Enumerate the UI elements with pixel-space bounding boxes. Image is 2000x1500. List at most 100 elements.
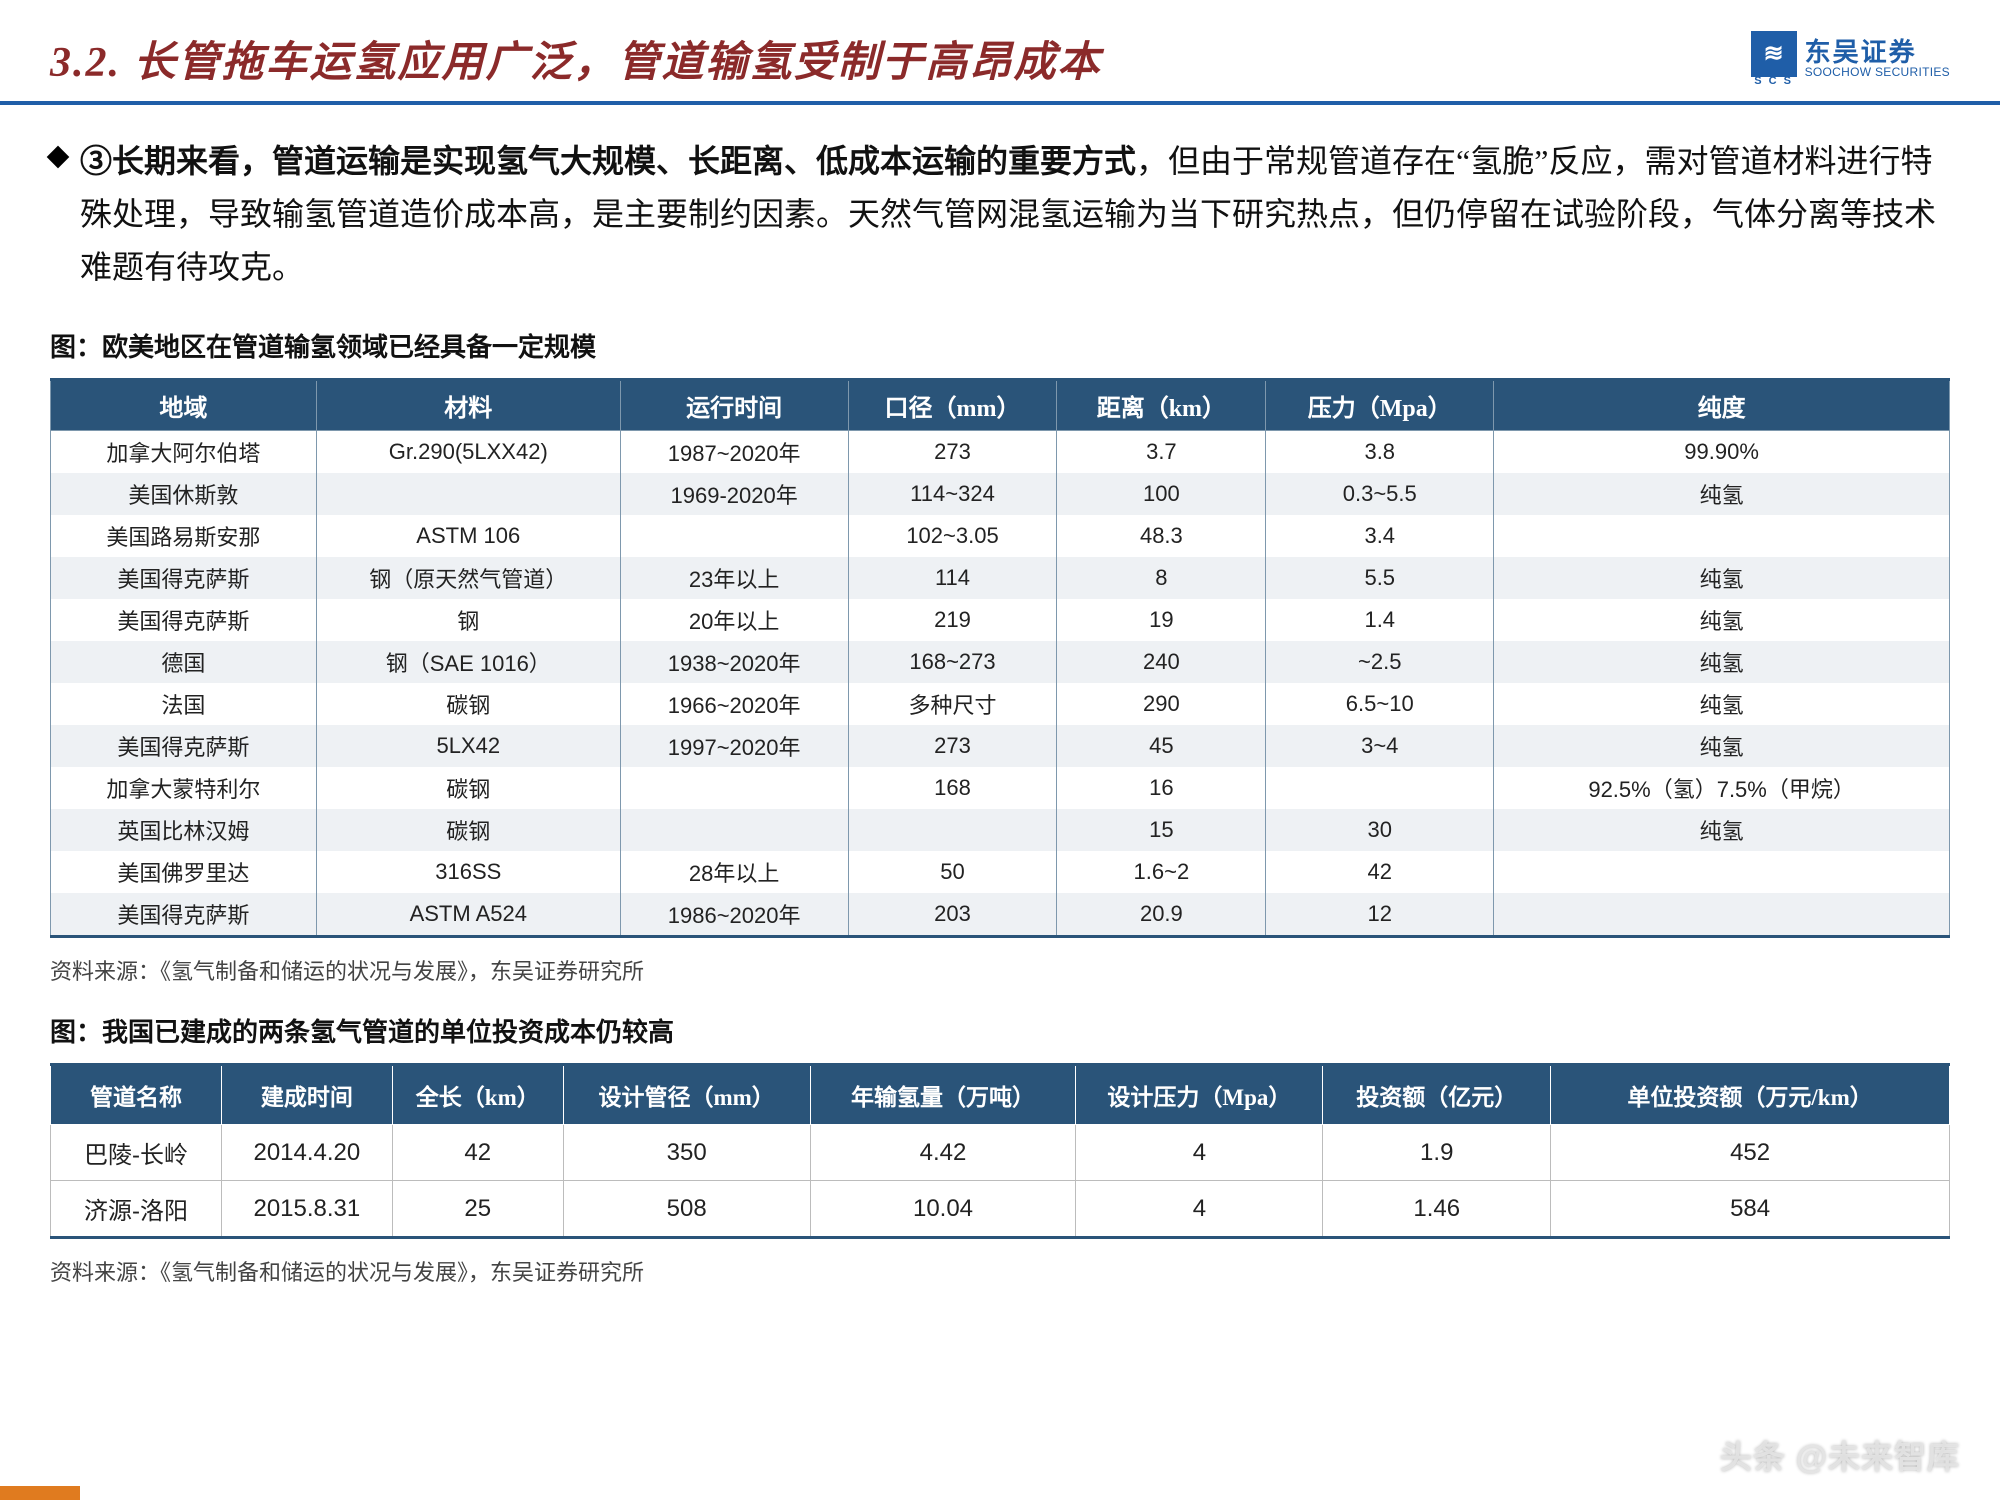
table-row: 巴陵-长岭2014.4.20423504.4241.9452 [51,1125,1950,1181]
table-cell: 452 [1551,1125,1950,1181]
table-cell [1494,851,1950,893]
company-logo: ≋ S C S 东吴证券 SOOCHOW SECURITIES [1751,31,1950,87]
table-row: 美国得克萨斯5LX421997~2020年273453~4纯氢 [51,725,1950,767]
table-cell: ASTM 106 [316,515,620,557]
bullet-paragraph: ③长期来看，管道运输是实现氢气大规模、长距离、低成本运输的重要方式，但由于常规管… [50,135,1950,293]
table-cell: 0.3~5.5 [1266,473,1494,515]
table-cell: 美国得克萨斯 [51,557,317,599]
table2-caption: 图：我国已建成的两条氢气管道的单位投资成本仍较高 [50,1012,1950,1049]
table-cell: 42 [1266,851,1494,893]
table-cell [620,515,848,557]
table-cell: 美国佛罗里达 [51,851,317,893]
table-cell: 美国得克萨斯 [51,725,317,767]
table-cell: 42 [392,1125,563,1181]
paragraph-text: ③长期来看，管道运输是实现氢气大规模、长距离、低成本运输的重要方式，但由于常规管… [80,135,1950,293]
table-row: 美国得克萨斯钢20年以上219191.4纯氢 [51,599,1950,641]
table-cell: 1.6~2 [1057,851,1266,893]
table-cell [316,473,620,515]
table1-col-header: 口径（mm） [848,380,1057,431]
table-cell: 5.5 [1266,557,1494,599]
table-row: 济源-洛阳2015.8.312550810.0441.46584 [51,1181,1950,1238]
logo-text: 东吴证券 SOOCHOW SECURITIES [1805,38,1950,79]
table-cell: 102~3.05 [848,515,1057,557]
table-cell: 350 [563,1125,810,1181]
table-cell: 240 [1057,641,1266,683]
table-cell: 美国路易斯安那 [51,515,317,557]
table-cell: 23年以上 [620,557,848,599]
table-cell: 1969-2020年 [620,473,848,515]
table-cell: 碳钢 [316,809,620,851]
section-number: 3.2. [50,40,121,86]
table-cell: 25 [392,1181,563,1238]
table-cell: 4.42 [810,1125,1076,1181]
table-cell: 100 [1057,473,1266,515]
table-cell: 1938~2020年 [620,641,848,683]
table-cell: 纯氢 [1494,641,1950,683]
table-cell: 1986~2020年 [620,893,848,937]
logo-block: ≋ S C S [1751,31,1797,87]
table-cell: 美国得克萨斯 [51,893,317,937]
table2-col-header: 全长（km） [392,1065,563,1125]
footer-accent-bar [0,1486,80,1500]
table-cell: 20.9 [1057,893,1266,937]
table-cell: 巴陵-长岭 [51,1125,222,1181]
table-cell: 钢（原天然气管道） [316,557,620,599]
table-cell: 114~324 [848,473,1057,515]
table-cell: 5LX42 [316,725,620,767]
table-cell: 508 [563,1181,810,1238]
table-cell: 16 [1057,767,1266,809]
table-cell [1266,767,1494,809]
table-cell: Gr.290(5LXX42) [316,431,620,474]
table2-col-header: 设计管径（mm） [563,1065,810,1125]
table-cell: 19 [1057,599,1266,641]
table-row: 英国比林汉姆碳钢1530纯氢 [51,809,1950,851]
table-cell: 1.46 [1323,1181,1551,1238]
table-cell: 30 [1266,809,1494,851]
table-cell: 纯氢 [1494,683,1950,725]
table-cell: 273 [848,725,1057,767]
table2-col-header: 建成时间 [221,1065,392,1125]
table-cell: 15 [1057,809,1266,851]
table2-col-header: 单位投资额（万元/km） [1551,1065,1950,1125]
table-cell [1494,515,1950,557]
table-cell: 纯氢 [1494,473,1950,515]
table-cell: 多种尺寸 [848,683,1057,725]
table-cell: 168 [848,767,1057,809]
table-cell: 50 [848,851,1057,893]
table-row: 美国得克萨斯钢（原天然气管道）23年以上11485.5纯氢 [51,557,1950,599]
table-cell: 48.3 [1057,515,1266,557]
table-cell: 3.7 [1057,431,1266,474]
table-cell: 法国 [51,683,317,725]
table1-source: 资料来源：《氢气制备和储运的状况与发展》，东吴证券研究所 [50,954,1950,986]
paragraph-marker: ③ [80,143,112,179]
table-cell: 2014.4.20 [221,1125,392,1181]
table-cell: 4 [1076,1181,1323,1238]
table-cell: 6.5~10 [1266,683,1494,725]
table-cell: 45 [1057,725,1266,767]
table1-col-header: 材料 [316,380,620,431]
table-cell: 美国休斯敦 [51,473,317,515]
table-cell: 纯氢 [1494,599,1950,641]
table-cell [848,809,1057,851]
table-cell: 1.4 [1266,599,1494,641]
table2-col-header: 年输氢量（万吨） [810,1065,1076,1125]
table-cell: 1997~2020年 [620,725,848,767]
table-cell: 纯氢 [1494,557,1950,599]
table-cell: 1.9 [1323,1125,1551,1181]
table-cell: 碳钢 [316,767,620,809]
table-row: 法国碳钢1966~2020年多种尺寸2906.5~10纯氢 [51,683,1950,725]
table-cell [620,809,848,851]
table-cell: 203 [848,893,1057,937]
table-cell: 290 [1057,683,1266,725]
table1-col-header: 距离（km） [1057,380,1266,431]
table-cell: ASTM A524 [316,893,620,937]
table-cell: 20年以上 [620,599,848,641]
table-cell [1494,893,1950,937]
table-cell: 92.5%（氢）7.5%（甲烷） [1494,767,1950,809]
table1-col-header: 压力（Mpa） [1266,380,1494,431]
table1-col-header: 地域 [51,380,317,431]
table-cell: 28年以上 [620,851,848,893]
table-cell: 273 [848,431,1057,474]
table-row: 加拿大阿尔伯塔Gr.290(5LXX42)1987~2020年2733.73.8… [51,431,1950,474]
logo-cn: 东吴证券 [1805,38,1950,66]
